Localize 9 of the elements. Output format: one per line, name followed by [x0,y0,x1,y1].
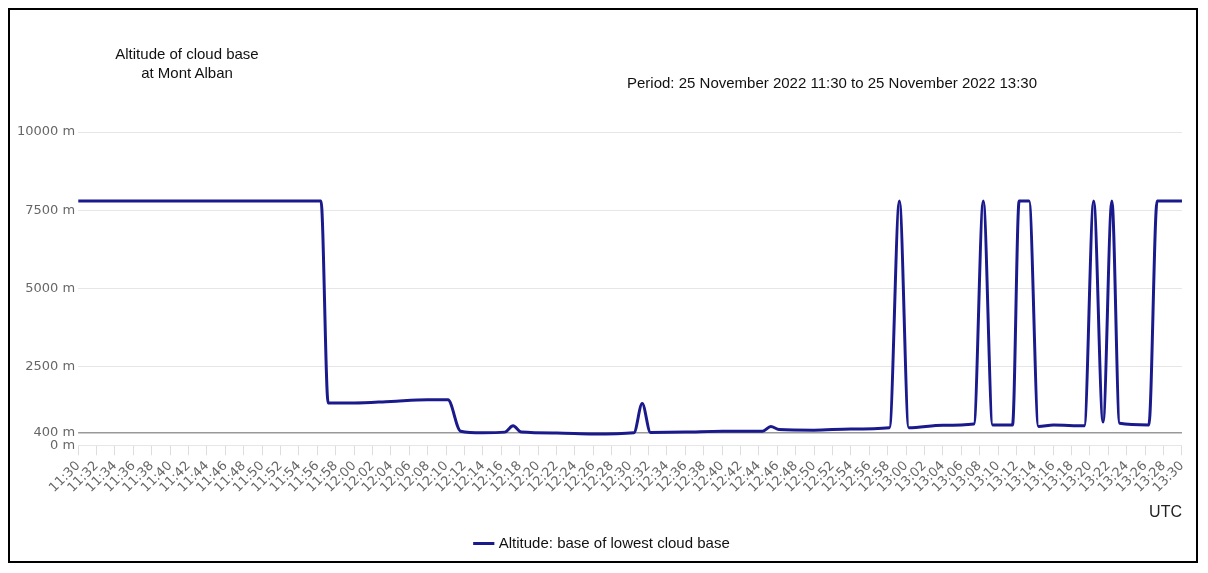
y-tick-label: 5000 m [25,280,76,296]
legend-label: Altitude: base of lowest cloud base [498,533,730,551]
chart-title: Altitude of cloud base at Mont Alban [114,44,260,82]
x-axis-title: UTC [1149,502,1182,520]
line-series [78,199,1182,436]
y-tick-label: 7500 m [25,201,76,217]
y-tick-label: 10000 m [16,123,76,139]
y-tick-label: 2500 m [25,358,76,374]
chart-subtitle: Period: 25 November 2022 11:30 to 25 November 2022 13:30 [627,70,1037,95]
